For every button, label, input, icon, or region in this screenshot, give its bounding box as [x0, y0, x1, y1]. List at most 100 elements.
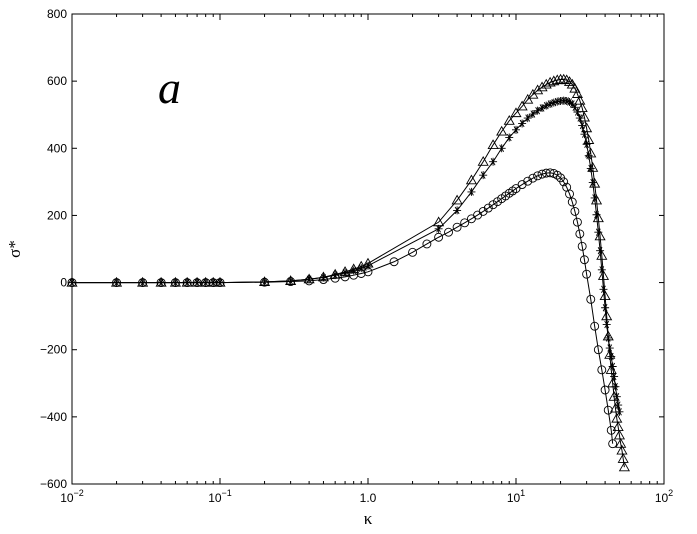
data-point: [208, 278, 218, 288]
series-star: [68, 96, 624, 416]
y-tick-label: −600: [40, 477, 67, 491]
y-axis-title: σ*: [5, 240, 24, 258]
data-point: [563, 76, 576, 86]
data-point: [540, 78, 552, 89]
data-point: [572, 217, 582, 227]
data-point: [364, 261, 372, 270]
data-point: [613, 429, 626, 440]
data-point: [548, 75, 560, 86]
data-point: [356, 269, 366, 278]
data-point: [170, 278, 180, 288]
data-point: [558, 73, 570, 84]
data-point: [604, 333, 613, 342]
data-point: [608, 439, 618, 449]
data-point: [528, 173, 538, 183]
data-point: [616, 444, 628, 455]
data-point: [452, 222, 462, 232]
data-point: [592, 210, 601, 219]
y-tick-label: −400: [40, 410, 67, 424]
data-point: [606, 425, 616, 435]
x-tick-label: 101: [507, 488, 525, 505]
data-point: [618, 461, 630, 472]
data-point: [318, 275, 328, 284]
data-point: [588, 178, 597, 187]
data-point: [542, 101, 551, 110]
data-point: [552, 170, 562, 180]
data-point: [607, 352, 616, 361]
data-point: [602, 320, 611, 329]
data-point: [611, 382, 620, 391]
data-point: [597, 365, 607, 375]
data-point: [611, 412, 623, 423]
data-point: [586, 294, 596, 304]
data-point: [488, 200, 498, 210]
data-point: [518, 119, 527, 128]
data-point: [608, 362, 617, 371]
data-point: [487, 139, 499, 149]
data-point: [305, 275, 314, 284]
data-point: [389, 257, 399, 267]
data-point: [567, 197, 577, 207]
y-tick-label: 400: [47, 141, 67, 155]
data-point: [182, 278, 192, 288]
data-point: [590, 321, 600, 331]
data-point: [349, 266, 358, 275]
y-tick-label: 0: [60, 276, 67, 290]
data-point: [138, 278, 148, 288]
data-point: [573, 108, 582, 117]
data-point: [599, 290, 611, 301]
data-point: [523, 114, 532, 123]
data-point: [538, 104, 547, 112]
plot-frame: [71, 13, 665, 485]
data-point: [612, 392, 621, 401]
data-point: [582, 140, 591, 149]
data-point: [583, 134, 595, 144]
data-point: [594, 230, 606, 241]
data-point: [581, 122, 593, 133]
data-point: [532, 84, 544, 95]
data-point: [192, 278, 202, 288]
data-point: [549, 98, 558, 107]
x-tick-label: 102: [655, 488, 673, 505]
data-point: [559, 177, 569, 187]
data-point: [496, 125, 508, 136]
data-point: [617, 453, 629, 463]
x-tick-label: 10−2: [60, 488, 84, 505]
data-point: [215, 278, 225, 288]
data-point: [577, 241, 587, 251]
data-point: [605, 344, 614, 353]
data-point: [434, 224, 443, 233]
data-point: [553, 97, 562, 106]
data-point: [489, 157, 498, 166]
data-point: [319, 273, 328, 282]
data-point: [569, 82, 581, 93]
data-point: [453, 206, 462, 215]
data-point: [528, 110, 537, 119]
data-point: [340, 272, 350, 282]
data-point: [580, 130, 589, 139]
data-point: [612, 421, 624, 431]
data-point: [523, 176, 533, 186]
data-point: [575, 229, 585, 239]
y-tick-label: −200: [40, 343, 67, 357]
data-point: [579, 255, 589, 265]
data-point: [599, 285, 608, 294]
data-point: [451, 194, 463, 205]
data-point: [505, 133, 514, 142]
data-point: [578, 121, 587, 130]
data-point: [444, 227, 453, 237]
series-layer: [66, 73, 630, 472]
data-point: [477, 156, 489, 166]
data-point: [497, 144, 506, 153]
data-point: [551, 74, 563, 85]
data-point: [434, 232, 444, 242]
data-point: [511, 184, 521, 194]
y-tick-label: 600: [47, 74, 67, 88]
x-tick-label: 1.0: [360, 491, 377, 505]
data-point: [562, 96, 571, 105]
data-point: [422, 239, 432, 249]
data-point: [516, 100, 528, 111]
data-point: [330, 273, 340, 283]
y-tick-label: 800: [47, 7, 67, 21]
